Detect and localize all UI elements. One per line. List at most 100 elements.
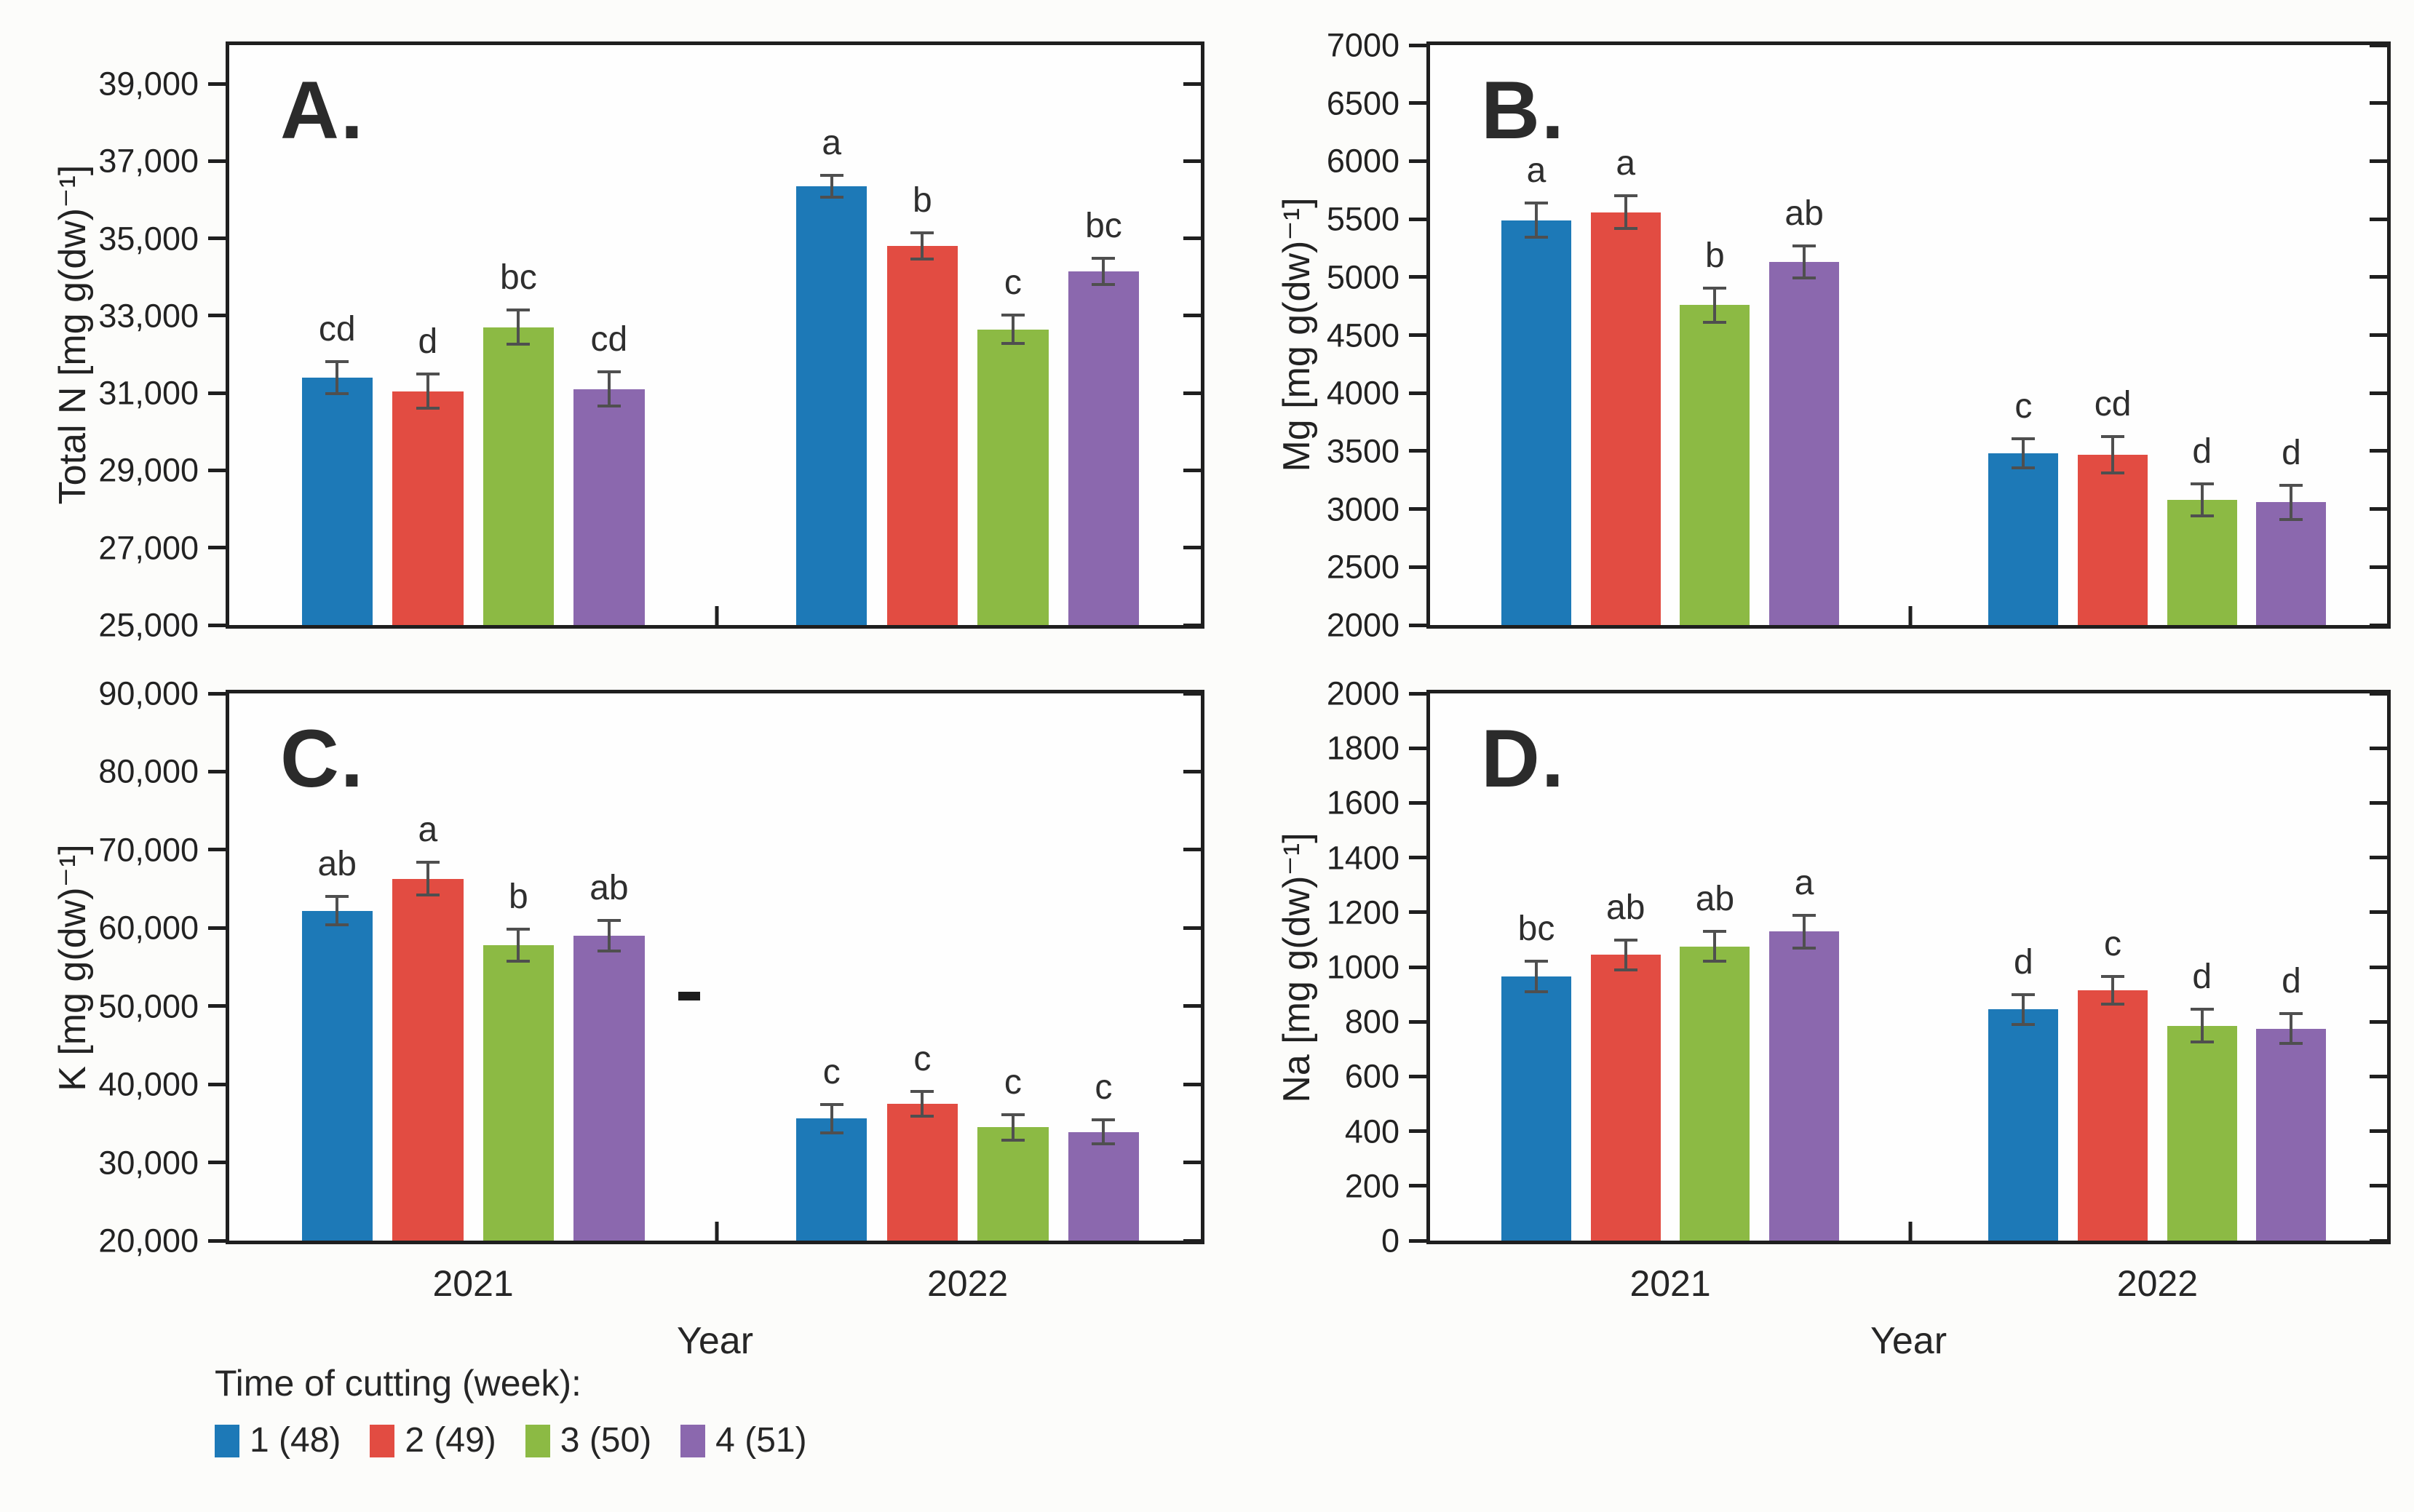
x-axis-middle-tick [715, 1222, 719, 1241]
y-tick-right [1183, 391, 1201, 395]
bar-2021-cutting-4 [573, 389, 645, 625]
y-tick-left [1409, 856, 1426, 860]
y-tick-label: 33,000 [98, 297, 199, 335]
y-tick-right [2370, 910, 2387, 915]
y-tick-left [1409, 333, 1426, 337]
y-tick-left [1409, 1074, 1426, 1078]
bar-2022-cutting-3 [977, 329, 1049, 625]
y-tick-right [1183, 1004, 1201, 1008]
significance-letter-2022-cutting-4: d [2282, 433, 2301, 472]
significance-letter-2021-cutting-1: cd [318, 310, 356, 349]
legend-item-label: 2 (49) [405, 1421, 496, 1460]
significance-letter-2021-cutting-4: cd [590, 320, 628, 359]
significance-letter-2021-cutting-3: ab [1695, 880, 1735, 919]
errorbar-2021-cutting-3 [507, 928, 531, 963]
plot-area-na: D. 0 200 400 600 800 1000 1200 1400 1600 1800 2000… [1327, 677, 2391, 1360]
significance-letter-2022-cutting-4: c [1095, 1068, 1113, 1107]
y-tick-right [1183, 623, 1201, 627]
panel-letter-a: A. [280, 65, 365, 156]
x-tick-label-2021: 2021 [1629, 1263, 1711, 1304]
y-tick-left [1409, 449, 1426, 453]
panel-letter-d: D. [1481, 713, 1565, 804]
errorbar-2022-cutting-1 [819, 1102, 843, 1134]
bar-2021-cutting-2 [1590, 955, 1661, 1241]
legend-item-label: 4 (51) [715, 1421, 807, 1460]
bar-2021-cutting-1 [1501, 976, 1572, 1241]
significance-letter-2021-cutting-2: a [418, 810, 438, 849]
significance-letter-2021-cutting-1: a [1526, 151, 1547, 191]
x-axis-title: Year [676, 1320, 754, 1362]
bar-2021-cutting-3 [483, 327, 555, 625]
bar-2021-cutting-1 [1501, 220, 1572, 625]
stray-dash-artifact [678, 992, 700, 1001]
significance-letter-2022-cutting-3: d [2192, 431, 2212, 471]
y-tick-label: 200 [1344, 1167, 1399, 1205]
y-tick-right [2370, 1129, 2387, 1134]
y-tick-label: 5000 [1326, 258, 1399, 296]
y-tick-left [1409, 101, 1426, 106]
bar-2021-cutting-2 [392, 391, 464, 625]
y-tick-right [2370, 43, 2387, 47]
y-tick-left [1409, 1019, 1426, 1024]
errorbar-2022-cutting-4 [1092, 256, 1116, 287]
y-tick-label: 20,000 [98, 1222, 199, 1260]
y-tick-label: 800 [1344, 1003, 1399, 1041]
bar-2022-cutting-1 [796, 1118, 867, 1241]
significance-letter-2021-cutting-1: bc [1517, 909, 1555, 948]
errorbar-2022-cutting-1 [2012, 437, 2036, 470]
significance-letter-2022-cutting-2: cd [2094, 384, 2132, 423]
y-tick-right [2370, 507, 2387, 512]
y-tick-right [1183, 848, 1201, 852]
y-tick-left [1409, 217, 1426, 221]
y-tick-left [208, 546, 226, 550]
y-tick-label: 50,000 [98, 987, 199, 1025]
legend: Time of cutting (week): 1 (48) 2 (49) 3 … [215, 1362, 807, 1458]
errorbar-2022-cutting-4 [2279, 1012, 2303, 1046]
y-tick-left [1409, 1238, 1426, 1243]
y-tick-label: 1600 [1326, 784, 1399, 821]
y-tick-right [2370, 800, 2387, 805]
y-tick-label: 80,000 [98, 752, 199, 790]
y-tick-left [1409, 1129, 1426, 1134]
y-tick-left [1409, 965, 1426, 969]
significance-letter-2021-cutting-2: d [418, 322, 438, 362]
y-tick-label: 31,000 [98, 374, 199, 412]
significance-letter-2022-cutting-3: c [1004, 1062, 1022, 1102]
y-tick-right [2370, 1184, 2387, 1188]
y-tick-right [1183, 314, 1201, 318]
y-tick-right [1183, 81, 1201, 86]
y-tick-label: 6000 [1326, 142, 1399, 180]
y-tick-right [2370, 691, 2387, 696]
y-tick-label: 27,000 [98, 529, 199, 567]
y-tick-right [2370, 101, 2387, 106]
legend-item-label: 1 (48) [250, 1421, 341, 1460]
y-tick-left [208, 468, 226, 472]
bar-2021-cutting-4 [1769, 931, 1840, 1241]
y-tick-right [2370, 965, 2387, 969]
significance-letter-2021-cutting-3: b [509, 878, 528, 917]
errorbar-2021-cutting-2 [1613, 194, 1637, 231]
y-tick-label: 40,000 [98, 1065, 199, 1103]
errorbar-2022-cutting-1 [2012, 992, 2036, 1026]
legend-title: Time of cutting (week): [215, 1363, 581, 1404]
errorbar-2021-cutting-4 [597, 370, 621, 408]
y-tick-right [1183, 468, 1201, 472]
bar-2022-cutting-2 [886, 246, 958, 625]
y-tick-label: 1400 [1326, 839, 1399, 877]
significance-letter-2022-cutting-1: c [822, 1052, 841, 1091]
y-tick-label: 600 [1344, 1057, 1399, 1095]
y-tick-right [1183, 159, 1201, 163]
y-tick-left [208, 314, 226, 318]
legend-item-cutting-3: 3 (50) [525, 1423, 651, 1458]
y-tick-left [208, 691, 226, 696]
y-tick-left [208, 1161, 226, 1165]
y-tick-right [1183, 769, 1201, 773]
significance-letter-2021-cutting-2: ab [1606, 888, 1645, 927]
bar-2022-cutting-1 [1988, 453, 2059, 625]
errorbar-2022-cutting-2 [2101, 434, 2125, 474]
errorbar-2021-cutting-1 [325, 895, 349, 927]
y-tick-right [2370, 746, 2387, 750]
errorbar-2021-cutting-1 [325, 360, 349, 395]
y-tick-left [208, 81, 226, 86]
bar-2022-cutting-3 [977, 1127, 1049, 1241]
